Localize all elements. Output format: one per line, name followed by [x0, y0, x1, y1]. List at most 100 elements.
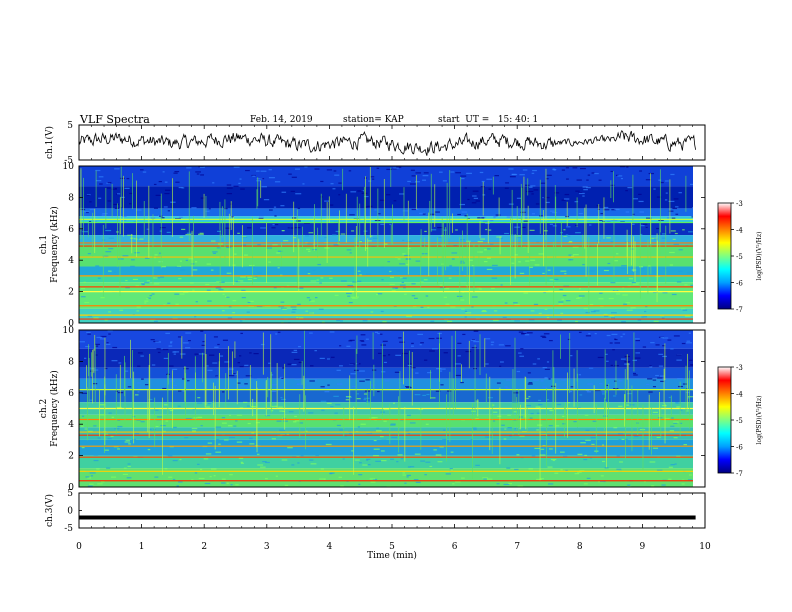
- spectral-speckle: [556, 403, 562, 406]
- spectral-speckle: [563, 285, 570, 287]
- spectral-speckle: [119, 309, 124, 311]
- spectral-speckle: [516, 235, 522, 237]
- colorbar-tick-label: -5: [736, 253, 743, 261]
- spectral-speckle: [359, 340, 364, 342]
- spectral-speckle: [271, 227, 276, 229]
- spectral-speckle: [304, 448, 309, 450]
- spectral-speckle: [410, 345, 414, 347]
- spectral-speckle: [626, 166, 629, 168]
- spectral-speckle: [374, 209, 377, 211]
- spectral-speckle: [324, 236, 327, 239]
- spectral-speckle: [216, 439, 220, 441]
- spectral-speckle: [118, 258, 124, 260]
- spectral-speckle: [410, 169, 415, 171]
- spectral-speckle: [544, 308, 548, 310]
- spectral-speckle: [288, 173, 292, 175]
- spectral-speckle: [258, 444, 264, 447]
- spectral-speckle: [309, 459, 314, 461]
- spectral-speckle: [442, 429, 446, 431]
- spectral-speckle: [506, 467, 511, 469]
- spectral-speckle: [621, 321, 626, 323]
- spectral-speckle: [610, 312, 617, 314]
- spectral-speckle: [320, 180, 324, 183]
- spectral-speckle: [528, 319, 535, 321]
- spectral-speckle: [319, 282, 322, 284]
- spectral-speckle: [239, 366, 244, 368]
- colorbar-tick-label: -5: [736, 417, 743, 425]
- spectral-speckle: [180, 353, 186, 355]
- spectral-speckle: [206, 365, 209, 367]
- spectral-speckle: [688, 359, 693, 361]
- spectral-speckle: [559, 288, 563, 291]
- spectral-speckle: [537, 424, 543, 426]
- spectral-speckle: [479, 171, 484, 174]
- spectral-speckle: [547, 269, 551, 271]
- spectral-speckle: [298, 361, 303, 364]
- spectral-speckle: [549, 279, 556, 281]
- spectral-speckle: [163, 304, 166, 306]
- spectral-band: [79, 330, 693, 349]
- spectral-speckle: [647, 265, 651, 267]
- spectral-speckle: [106, 467, 111, 469]
- spectral-band: [79, 222, 693, 236]
- spectral-speckle: [104, 449, 109, 451]
- spectral-speckle: [295, 168, 300, 170]
- spectral-speckle: [639, 170, 643, 172]
- spectral-speckle: [618, 405, 623, 407]
- spectral-speckle: [279, 410, 284, 412]
- spectral-speckle: [633, 374, 638, 376]
- spectral-speckle: [131, 259, 135, 261]
- spectral-speckle: [340, 233, 346, 235]
- spectral-speckle: [197, 402, 203, 404]
- spectral-speckle: [471, 339, 475, 341]
- spectral-speckle: [679, 422, 683, 425]
- spectral-speckle: [310, 365, 314, 367]
- spectral-speckle: [286, 433, 290, 436]
- spectral-speckle: [437, 461, 443, 463]
- spectral-speckle: [278, 306, 285, 308]
- spectral-speckle: [383, 420, 387, 422]
- spectral-speckle: [631, 281, 636, 284]
- spectral-speckle: [96, 180, 102, 182]
- spectral-speckle: [263, 199, 270, 201]
- spectral-speckle: [600, 212, 603, 215]
- spectral-speckle: [198, 353, 205, 355]
- spectral-speckle: [471, 306, 474, 308]
- spectral-speckle: [414, 453, 421, 455]
- spectral-speckle: [215, 375, 219, 377]
- spectral-speckle: [318, 308, 324, 310]
- spectral-speckle: [610, 364, 613, 366]
- spectral-speckle: [350, 296, 356, 298]
- spectral-speckle: [523, 220, 529, 222]
- spectral-speckle: [173, 172, 178, 174]
- spectral-speckle: [320, 400, 327, 402]
- spectral-speckle: [205, 453, 212, 455]
- spectral-speckle: [425, 295, 429, 297]
- spectral-speckle: [397, 454, 403, 456]
- spectral-speckle: [399, 193, 405, 195]
- spectral-speckle: [561, 379, 566, 381]
- spectral-speckle: [533, 189, 539, 191]
- spectral-speckle: [86, 194, 90, 196]
- spectral-speckle: [281, 191, 287, 193]
- spectral-speckle: [329, 277, 333, 279]
- spectral-speckle: [186, 274, 192, 276]
- spectral-speckle: [91, 385, 98, 387]
- spectral-speckle: [662, 405, 667, 407]
- spectral-speckle: [256, 305, 263, 308]
- spectral-speckle: [149, 294, 153, 297]
- spectral-speckle: [220, 234, 223, 236]
- x-axis-label: Time (min): [367, 550, 417, 561]
- spectral-speckle: [524, 334, 530, 336]
- spectral-speckle: [290, 227, 294, 229]
- spectral-band: [79, 439, 693, 456]
- spectral-speckle: [274, 181, 281, 183]
- spectral-band: [79, 208, 693, 217]
- spectral-speckle: [430, 213, 436, 215]
- spectral-speckle: [281, 398, 286, 401]
- spectral-speckle: [497, 415, 502, 417]
- spectral-speckle: [572, 246, 579, 248]
- spectral-speckle: [662, 268, 668, 270]
- spectral-speckle: [495, 214, 501, 216]
- spectral-speckle: [532, 379, 539, 381]
